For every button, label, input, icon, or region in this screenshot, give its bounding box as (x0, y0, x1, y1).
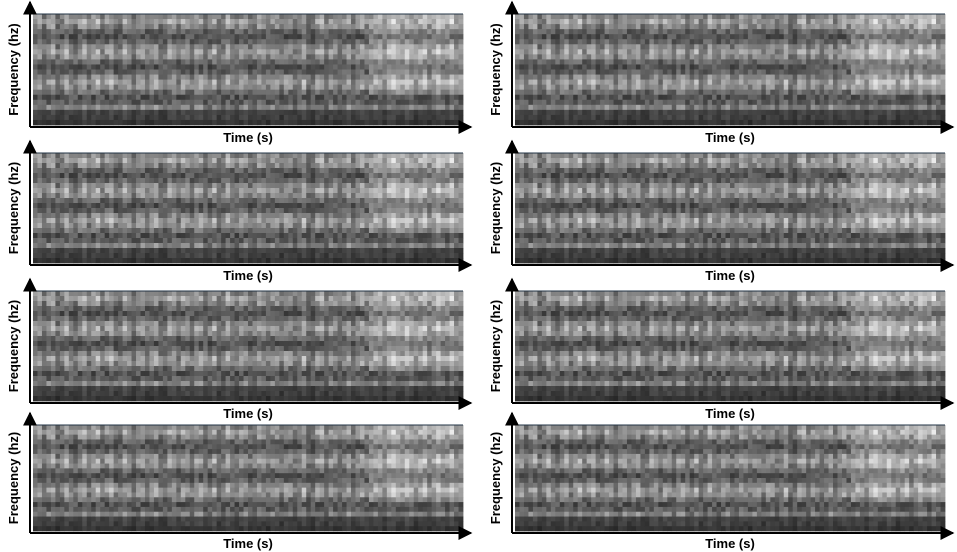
spectrogram-image (515, 153, 946, 264)
spectrogram-image (515, 291, 946, 402)
spectrogram-image (33, 425, 464, 532)
spectrogram-panel: Frequency (hz) Time (s) (6, 411, 473, 551)
y-axis-label: Frequency (hz) (488, 162, 503, 254)
spectrogram-panel: Frequency (hz) Time (s) (488, 411, 955, 551)
x-axis-label: Time (s) (705, 406, 755, 421)
y-axis-label: Frequency (hz) (488, 432, 503, 524)
spectrogram-image (515, 14, 946, 126)
spectrogram-image (33, 291, 464, 402)
y-axis-label: Frequency (hz) (6, 162, 21, 254)
spectrogram-panel: Frequency (hz) Time (s) (488, 0, 955, 145)
spectrogram-panel: Frequency (hz) Time (s) (488, 139, 955, 283)
spectrogram-panel: Frequency (hz) Time (s) (6, 277, 473, 421)
spectrogram-image (515, 425, 946, 532)
y-axis-label: Frequency (hz) (6, 300, 21, 392)
y-axis-label: Frequency (hz) (488, 300, 503, 392)
x-axis-label: Time (s) (705, 268, 755, 283)
x-axis-label: Time (s) (705, 536, 755, 551)
spectrogram-panel: Frequency (hz) Time (s) (488, 277, 955, 421)
y-axis-label: Frequency (hz) (6, 23, 21, 115)
x-axis-label: Time (s) (223, 130, 273, 145)
y-axis-label: Frequency (hz) (488, 23, 503, 115)
x-axis-label: Time (s) (223, 406, 273, 421)
spectrogram-panel: Frequency (hz) Time (s) (6, 139, 473, 283)
spectrogram-panel: Frequency (hz) Time (s) (6, 0, 473, 145)
spectrogram-image (33, 153, 464, 264)
spectrogram-image (33, 14, 464, 126)
x-axis-label: Time (s) (223, 536, 273, 551)
x-axis-label: Time (s) (705, 130, 755, 145)
x-axis-label: Time (s) (223, 268, 273, 283)
y-axis-label: Frequency (hz) (6, 432, 21, 524)
